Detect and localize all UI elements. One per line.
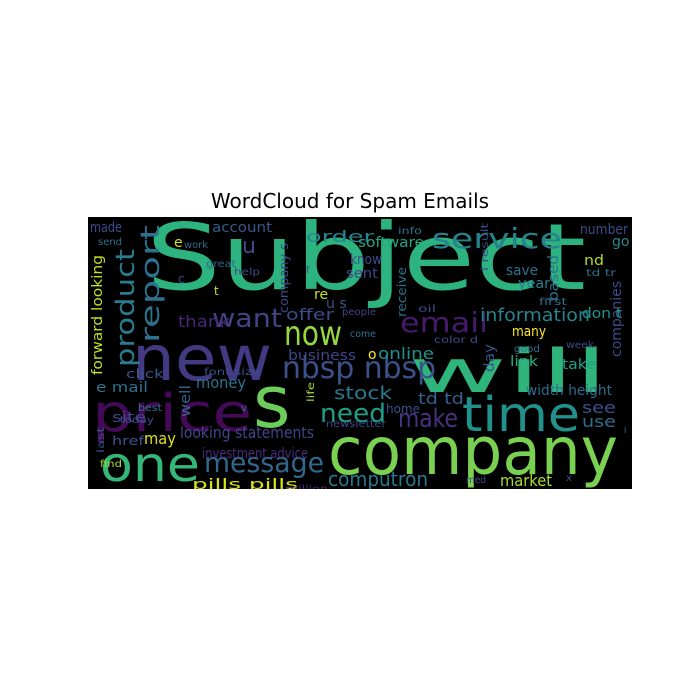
word-may: may	[144, 429, 176, 448]
wordcloud-canvas: Subject company will new s price one time nbsp n…	[88, 217, 632, 489]
word-newsletter: newsletter	[326, 419, 387, 430]
word-t: t	[214, 284, 219, 298]
word-market: market	[500, 471, 552, 489]
word-week: week	[566, 340, 594, 351]
word-nbsp-nbsp: nbsp nbsp	[282, 351, 436, 386]
word-go: go	[612, 234, 629, 250]
word-site: site	[112, 410, 146, 426]
word-send: send	[98, 237, 122, 248]
word-e-mail: e mail	[96, 380, 148, 396]
word-company-s: company s	[277, 243, 291, 313]
word-e: e	[174, 235, 183, 251]
word-color-d: color d	[434, 335, 478, 346]
word-people: people	[342, 307, 376, 318]
word-nd: nd	[584, 253, 604, 269]
word-product: product	[111, 249, 141, 367]
word-see: see	[582, 398, 616, 417]
word-year: year	[518, 276, 550, 292]
chart-title: WordCloud for Spam Emails	[210, 189, 490, 213]
word-information: information	[480, 305, 590, 326]
word-c: c	[178, 272, 185, 286]
word-s: s	[253, 360, 291, 444]
word-life: life	[306, 382, 317, 402]
word-o: o	[368, 347, 377, 363]
word-offer: offer	[286, 305, 335, 324]
word-thank: thank	[178, 312, 231, 331]
word-now: now	[284, 314, 342, 354]
word-font-size: font size	[204, 367, 260, 378]
word-million: million	[286, 484, 328, 489]
word-work: work	[184, 240, 208, 251]
word-email: email	[400, 306, 488, 339]
word-need: need	[320, 399, 386, 429]
word-receive: receive	[395, 267, 409, 317]
word-href: href	[112, 434, 145, 448]
word-computron: computron	[328, 467, 428, 489]
word-price: price	[92, 384, 252, 444]
word-subject: Subject	[146, 217, 586, 311]
word-great: great	[206, 259, 236, 270]
word-find: find	[100, 459, 122, 470]
word-come: come	[350, 329, 376, 340]
word-info: info	[398, 226, 422, 237]
word-u: u	[242, 234, 256, 259]
word-oil: oil	[418, 304, 436, 315]
word-v: v	[241, 403, 247, 414]
word-last: last	[96, 427, 107, 453]
word-report: report	[136, 225, 166, 343]
word-know: know	[350, 252, 382, 268]
word-click: click	[126, 367, 164, 381]
word-made: made	[90, 220, 122, 236]
word-sent: sent	[346, 266, 379, 282]
word-td-td: td td	[418, 389, 464, 408]
word-best: best	[138, 403, 162, 414]
word-service: service	[432, 222, 562, 255]
word-x: x	[566, 473, 572, 484]
word-l-result: l result	[480, 223, 491, 271]
word-pills-pills: pills pills	[192, 477, 298, 489]
word-will: will	[408, 337, 608, 407]
word-re: re	[314, 287, 328, 303]
word-save: save	[506, 263, 538, 279]
word-companies: companies	[609, 281, 625, 357]
word-investment-advice: investment advice	[202, 446, 308, 462]
word-use: use	[582, 412, 616, 431]
word-take: take	[562, 357, 596, 373]
word-u-s: u s	[326, 296, 347, 312]
word-width-height: width height	[526, 383, 612, 399]
word-account: account	[212, 220, 273, 236]
word-many: many	[512, 324, 546, 340]
word-order: order	[306, 227, 375, 246]
word-company: company	[328, 413, 618, 489]
word-new: new	[132, 322, 272, 395]
word-f: f	[306, 265, 310, 276]
word-forward-looking: forward looking	[90, 255, 106, 375]
word-message: message	[204, 446, 324, 479]
word-looking-statements: looking statements	[180, 423, 314, 442]
word-based: based	[546, 255, 562, 301]
word-number: number	[580, 222, 628, 238]
word-don-t: don t	[582, 306, 623, 322]
word-home: home	[386, 402, 420, 416]
word-well: well	[178, 385, 194, 417]
word-want: want	[212, 304, 282, 334]
word-help: help	[234, 267, 260, 278]
word-day: day	[482, 344, 498, 372]
word-make: make	[398, 404, 458, 434]
word-software: software	[358, 235, 424, 251]
word-online: online	[378, 344, 434, 363]
word-first: first	[539, 297, 567, 308]
word-good: good	[514, 344, 540, 355]
word-business: business	[288, 348, 356, 364]
word-med: med	[466, 475, 486, 486]
word-link: link	[510, 354, 539, 370]
word-today: today	[120, 415, 154, 426]
word-td-tr: td tr	[586, 268, 617, 279]
word-money: money	[196, 373, 246, 392]
word-one: one	[100, 437, 200, 489]
word-stock: stock	[334, 383, 393, 404]
word-time: time	[462, 387, 580, 443]
word-l: l	[624, 426, 626, 435]
